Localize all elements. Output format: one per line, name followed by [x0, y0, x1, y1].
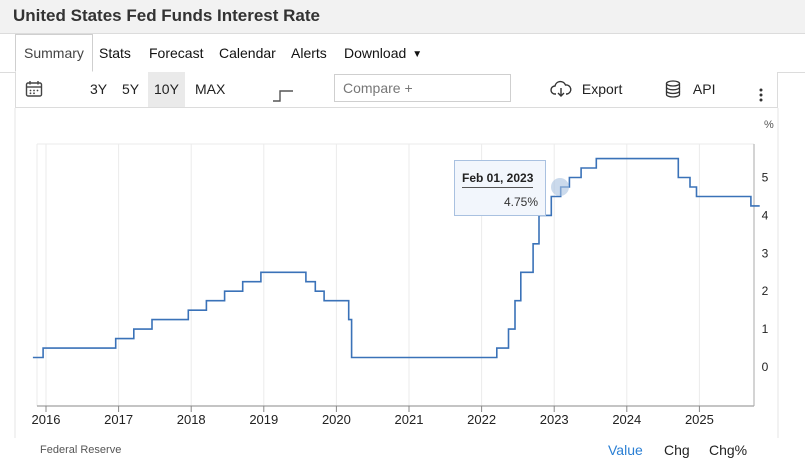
footer-tab-value[interactable]: Value: [608, 442, 643, 458]
compare-input[interactable]: [334, 74, 511, 102]
x-tick-label: 2021: [395, 412, 424, 427]
source-label: Federal Reserve: [40, 444, 122, 456]
y-tick-label: 2: [762, 284, 769, 298]
chart-area: % 2016 2017 2018 2019 2020 2021 2022 2023 2024 20…: [14, 108, 779, 438]
database-icon: [665, 80, 681, 98]
api-label: API: [692, 81, 716, 97]
api-button[interactable]: API: [665, 72, 715, 107]
x-tick-label: 2016: [32, 412, 61, 427]
range-10y[interactable]: 10Y: [148, 72, 185, 107]
footer-tab-chg-pct[interactable]: Chg%: [709, 442, 748, 458]
x-tick-label: 2024: [612, 412, 641, 427]
chart-tooltip: Feb 01, 2023 4.75%: [454, 160, 546, 216]
chart-toolbar: 3Y 5Y 10Y MAX Export API: [15, 72, 778, 108]
nav-tabs: Summary Stats Forecast Calendar Alerts D…: [0, 34, 805, 73]
footer-tab-chg[interactable]: Chg: [664, 442, 690, 458]
y-tick-label: 5: [762, 171, 769, 185]
export-button[interactable]: Export: [550, 72, 622, 107]
calendar-icon[interactable]: [25, 80, 43, 98]
x-tick-label: 2025: [685, 412, 714, 427]
title-bar: United States Fed Funds Interest Rate: [0, 0, 805, 34]
range-max[interactable]: MAX: [195, 81, 226, 97]
axis-layer: 2016 2017 2018 2019 2020 2021 2022 2023 2024 2025…: [32, 144, 769, 427]
tooltip-date: Feb 01, 2023: [462, 171, 534, 188]
x-tick-label: 2023: [540, 412, 569, 427]
export-label: Export: [581, 81, 623, 97]
hover-marker: [551, 178, 569, 196]
tab-download-label: Download: [344, 45, 407, 61]
grid-layer: [36, 143, 754, 406]
series-line-fed-funds-rate: [32, 157, 760, 359]
y-tick-label: 4: [762, 208, 769, 222]
x-tick-label: 2018: [177, 412, 206, 427]
tab-calendar[interactable]: Calendar: [219, 45, 276, 61]
x-tick-label: 2022: [467, 412, 496, 427]
x-tick-label: 2017: [104, 412, 133, 427]
cloud-download-icon: [550, 80, 572, 97]
caret-down-icon: ▼: [412, 49, 423, 60]
tab-summary[interactable]: Summary: [15, 34, 93, 72]
y-tick-label: 0: [762, 360, 769, 374]
y-tick-label: 1: [762, 322, 769, 336]
y-unit-label: %: [764, 119, 774, 131]
y-tick-label: 3: [762, 246, 769, 260]
range-5y[interactable]: 5Y: [122, 81, 140, 97]
tab-download[interactable]: Download ▼: [344, 34, 422, 72]
tooltip-value: 4.75%: [503, 195, 538, 209]
more-options-icon[interactable]: [758, 81, 764, 102]
step-chart-icon[interactable]: [272, 81, 294, 102]
tab-stats[interactable]: Stats: [99, 45, 131, 61]
x-tick-label: 2020: [322, 412, 351, 427]
tab-forecast[interactable]: Forecast: [149, 45, 204, 61]
page-title: United States Fed Funds Interest Rate: [13, 6, 320, 25]
tab-alerts[interactable]: Alerts: [291, 45, 327, 61]
range-3y[interactable]: 3Y: [90, 81, 108, 97]
x-tick-label: 2019: [249, 412, 278, 427]
